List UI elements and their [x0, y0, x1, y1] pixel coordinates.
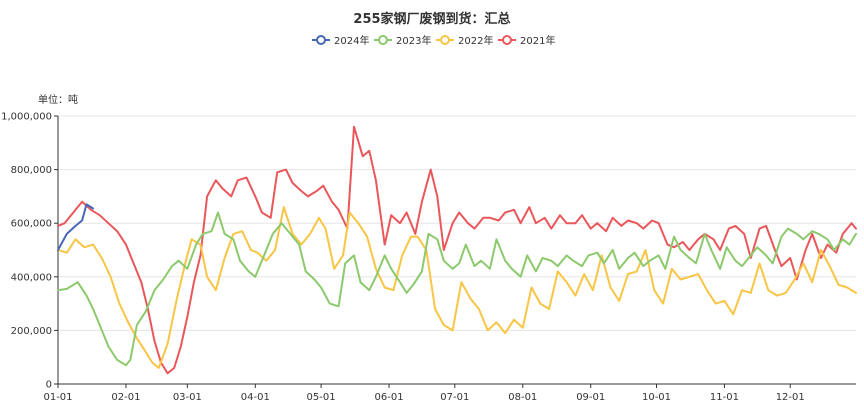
legend-label: 2024年 [334, 34, 369, 47]
y-axis: 0 200,000 400,000 600,000 800,000 1,000,000 [1, 112, 59, 391]
legend-label: 2022年 [458, 34, 493, 47]
series-line [57, 206, 857, 369]
x-tick-label: 12-01 [776, 392, 805, 403]
x-tick-label: 03-01 [173, 392, 202, 403]
series-line [57, 203, 95, 251]
y-tick-label: 400,000 [11, 272, 52, 283]
x-tick-label: 04-01 [241, 392, 270, 403]
legend[interactable]: 2024年 2023年 2022年 2021年 [312, 34, 555, 47]
legend-item[interactable]: 2021年 [498, 34, 555, 47]
grid-lines [58, 115, 856, 331]
legend-swatch-marker [378, 35, 388, 45]
series-line [57, 125, 857, 375]
unit-label: 单位：吨 [38, 93, 78, 106]
legend-swatch-marker [440, 35, 450, 45]
chart-title: 255家钢厂废钢到货：汇总 [353, 11, 510, 27]
x-tick-label: 02-01 [111, 392, 140, 403]
legend-item[interactable]: 2024年 [312, 34, 369, 47]
x-tick-label: 05-01 [307, 392, 336, 403]
x-tick-label: 06-01 [375, 392, 404, 403]
series-lines [57, 125, 857, 375]
legend-swatch-marker [316, 35, 326, 45]
x-tick-label: 09-01 [576, 392, 605, 403]
y-tick-label: 600,000 [11, 219, 52, 230]
y-tick-label: 1,000,000 [1, 112, 52, 123]
legend-swatch-marker [502, 35, 512, 45]
x-tick-label: 07-01 [440, 392, 469, 403]
x-tick-label: 11-01 [710, 392, 739, 403]
x-tick-label: 10-01 [642, 392, 671, 403]
x-tick-label: 08-01 [508, 392, 537, 403]
legend-label: 2021年 [520, 34, 555, 47]
legend-item[interactable]: 2023年 [374, 34, 431, 47]
legend-label: 2023年 [396, 34, 431, 47]
legend-item[interactable]: 2022年 [436, 34, 493, 47]
y-tick-label: 0 [46, 380, 52, 391]
x-axis: 01-01 02-01 03-01 04-01 05-01 06-01 07-01 08-01… [43, 383, 856, 403]
y-tick-label: 800,000 [11, 165, 52, 176]
x-tick-label: 01-01 [43, 392, 72, 403]
series-line [57, 211, 857, 367]
y-tick-label: 200,000 [11, 326, 52, 337]
